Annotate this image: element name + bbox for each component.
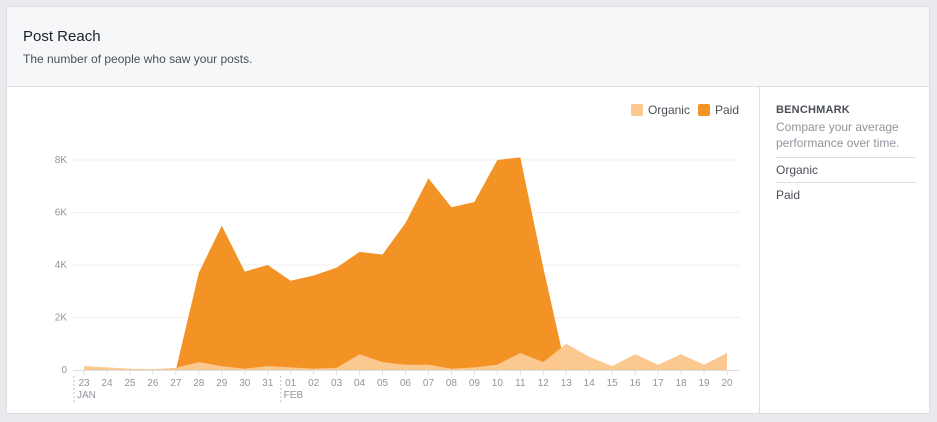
x-tick-label: 29 [216,378,228,389]
y-tick-label: 2K [55,313,68,324]
benchmark-item-paid[interactable]: Paid [776,182,916,207]
post-reach-card: Post Reach The number of people who saw … [6,6,930,414]
x-tick-label: 11 [515,378,526,389]
legend-item-organic[interactable]: Organic [630,103,690,117]
x-tick-label: 10 [492,378,504,389]
x-tick-label: 13 [561,378,573,389]
benchmark-title: BENCHMARK [776,104,850,116]
x-tick-label: 09 [469,378,481,389]
x-tick-label: 04 [354,378,366,389]
benchmark-sidebar: BENCHMARK Compare your average performan… [759,87,929,413]
x-tick-label: 20 [721,378,733,389]
card-title: Post Reach [23,28,101,45]
y-tick-label: 4K [55,260,68,271]
x-tick-label: 15 [607,378,619,389]
card-subtitle: The number of people who saw your posts. [23,52,253,66]
x-tick-label: 25 [124,378,136,389]
x-tick-label: 14 [584,378,596,389]
post-reach-chart: 0 2K 4K 6K 8K 23 24 25 26 27 28 29 30 31 01 02 03 04 05 06 0… [55,155,740,402]
x-tick-label: 23 [78,378,90,389]
chart-legend: Organic Paid [623,103,739,117]
x-tick-label: 28 [193,378,205,389]
x-tick-label: 12 [538,378,550,389]
x-tick-label: 24 [101,378,113,389]
x-tick-label: 17 [653,378,665,389]
x-tick-label: 02 [308,378,320,389]
x-tick-label: 19 [698,378,710,389]
x-tick-label: 05 [377,378,389,389]
month-label: JAN [77,390,96,401]
x-tick-label: 07 [423,378,435,389]
y-tick-label: 0 [61,365,67,376]
x-tick-label: 18 [676,378,688,389]
y-tick-label: 8K [55,155,68,166]
x-tick-label: 27 [170,378,182,389]
series-area-organic [84,343,727,370]
month-label: FEB [284,390,304,401]
legend-item-paid[interactable]: Paid [697,103,739,117]
x-tick-label: 08 [446,378,458,389]
legend-label-paid: Paid [714,103,739,117]
chart-area: 0 2K 4K 6K 8K 23 24 25 26 27 28 29 30 31 01 02 03 04 05 06 0… [7,87,759,415]
x-tick-label: 06 [400,378,412,389]
series-area-paid [84,157,727,370]
x-tick-label: 30 [239,378,251,389]
x-tick-label: 16 [630,378,642,389]
benchmark-description: Compare your average performance over ti… [776,120,900,150]
legend-swatch-organic [630,104,643,116]
x-tick-label: 01 [285,378,297,389]
x-tick-label: 31 [262,378,274,389]
x-tick-label: 26 [147,378,159,389]
benchmark-item-organic[interactable]: Organic [776,157,916,182]
x-tick-label: 03 [331,378,343,389]
y-tick-label: 6K [55,208,68,219]
card-header: Post Reach The number of people who saw … [7,7,929,87]
legend-label-organic: Organic [647,103,690,117]
legend-swatch-paid [697,104,710,116]
